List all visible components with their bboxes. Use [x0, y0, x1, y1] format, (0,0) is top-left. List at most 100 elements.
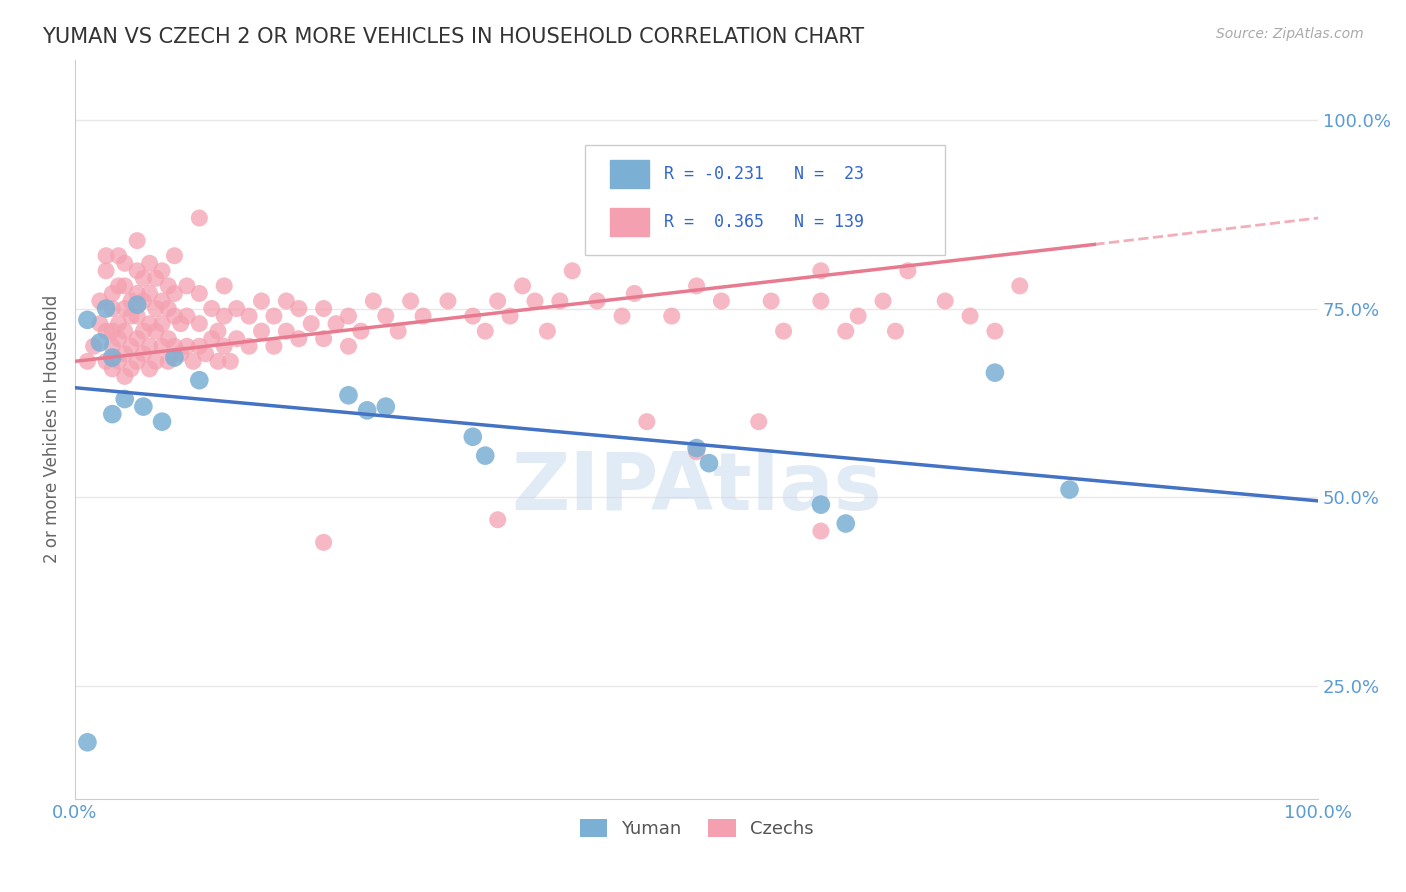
Point	[238, 339, 260, 353]
Point	[201, 332, 224, 346]
Point	[835, 324, 858, 338]
Point	[523, 293, 546, 308]
Text: YUMAN VS CZECH 2 OR MORE VEHICLES IN HOUSEHOLD CORRELATION CHART: YUMAN VS CZECH 2 OR MORE VEHICLES IN HOU…	[42, 27, 865, 46]
Point	[748, 415, 770, 429]
Point	[225, 301, 247, 316]
Point	[132, 293, 155, 308]
Point	[138, 286, 160, 301]
Point	[163, 249, 186, 263]
Point	[984, 366, 1007, 380]
Point	[586, 293, 609, 308]
Point	[114, 392, 136, 406]
Point	[150, 415, 173, 429]
Point	[536, 324, 558, 338]
Point	[83, 339, 105, 353]
Point	[374, 309, 396, 323]
Point	[127, 286, 149, 301]
Point	[114, 301, 136, 316]
Point	[337, 388, 360, 402]
Point	[170, 347, 193, 361]
Text: R =  0.365   N = 139: R = 0.365 N = 139	[664, 213, 865, 231]
Point	[101, 351, 124, 365]
Point	[120, 293, 142, 308]
Point	[132, 271, 155, 285]
Point	[212, 279, 235, 293]
Point	[474, 324, 496, 338]
Point	[89, 293, 111, 308]
Point	[157, 301, 180, 316]
Point	[835, 516, 858, 531]
Point	[188, 339, 211, 353]
Point	[263, 339, 285, 353]
Point	[120, 362, 142, 376]
Point	[114, 256, 136, 270]
Point	[107, 279, 129, 293]
Point	[499, 309, 522, 323]
Point	[212, 339, 235, 353]
Point	[101, 407, 124, 421]
Point	[107, 317, 129, 331]
Point	[207, 324, 229, 338]
Point	[710, 293, 733, 308]
Point	[312, 332, 335, 346]
Y-axis label: 2 or more Vehicles in Household: 2 or more Vehicles in Household	[44, 295, 60, 564]
Point	[132, 347, 155, 361]
Point	[150, 293, 173, 308]
Point	[188, 286, 211, 301]
Point	[685, 445, 707, 459]
Point	[163, 309, 186, 323]
Point	[157, 354, 180, 368]
Point	[685, 279, 707, 293]
Point	[120, 309, 142, 323]
Text: Source: ZipAtlas.com: Source: ZipAtlas.com	[1216, 27, 1364, 41]
Point	[107, 332, 129, 346]
Point	[188, 373, 211, 387]
Point	[145, 271, 167, 285]
Point	[225, 332, 247, 346]
Legend: Yuman, Czechs: Yuman, Czechs	[572, 812, 821, 846]
Point	[114, 347, 136, 361]
Text: R = -0.231   N =  23: R = -0.231 N = 23	[664, 165, 865, 183]
Point	[145, 301, 167, 316]
Point	[127, 309, 149, 323]
Point	[299, 317, 322, 331]
Point	[76, 354, 98, 368]
Point	[132, 400, 155, 414]
Point	[127, 298, 149, 312]
Point	[194, 347, 217, 361]
Point	[138, 362, 160, 376]
Point	[94, 324, 117, 338]
Point	[89, 317, 111, 331]
FancyBboxPatch shape	[585, 145, 945, 255]
Point	[337, 339, 360, 353]
Point	[101, 301, 124, 316]
Point	[846, 309, 869, 323]
Point	[512, 279, 534, 293]
Point	[127, 234, 149, 248]
Point	[461, 430, 484, 444]
Point	[661, 309, 683, 323]
Point	[312, 535, 335, 549]
Point	[561, 264, 583, 278]
Point	[636, 415, 658, 429]
Point	[127, 332, 149, 346]
Point	[374, 400, 396, 414]
Point	[238, 309, 260, 323]
Point	[212, 309, 235, 323]
Point	[94, 249, 117, 263]
Point	[810, 293, 832, 308]
Point	[138, 256, 160, 270]
Point	[884, 324, 907, 338]
Point	[872, 293, 894, 308]
Point	[107, 354, 129, 368]
Point	[176, 279, 198, 293]
Point	[959, 309, 981, 323]
Point	[356, 403, 378, 417]
Point	[276, 324, 298, 338]
Point	[810, 264, 832, 278]
Point	[486, 513, 509, 527]
Point	[107, 249, 129, 263]
Point	[897, 264, 920, 278]
Point	[150, 339, 173, 353]
Point	[138, 317, 160, 331]
